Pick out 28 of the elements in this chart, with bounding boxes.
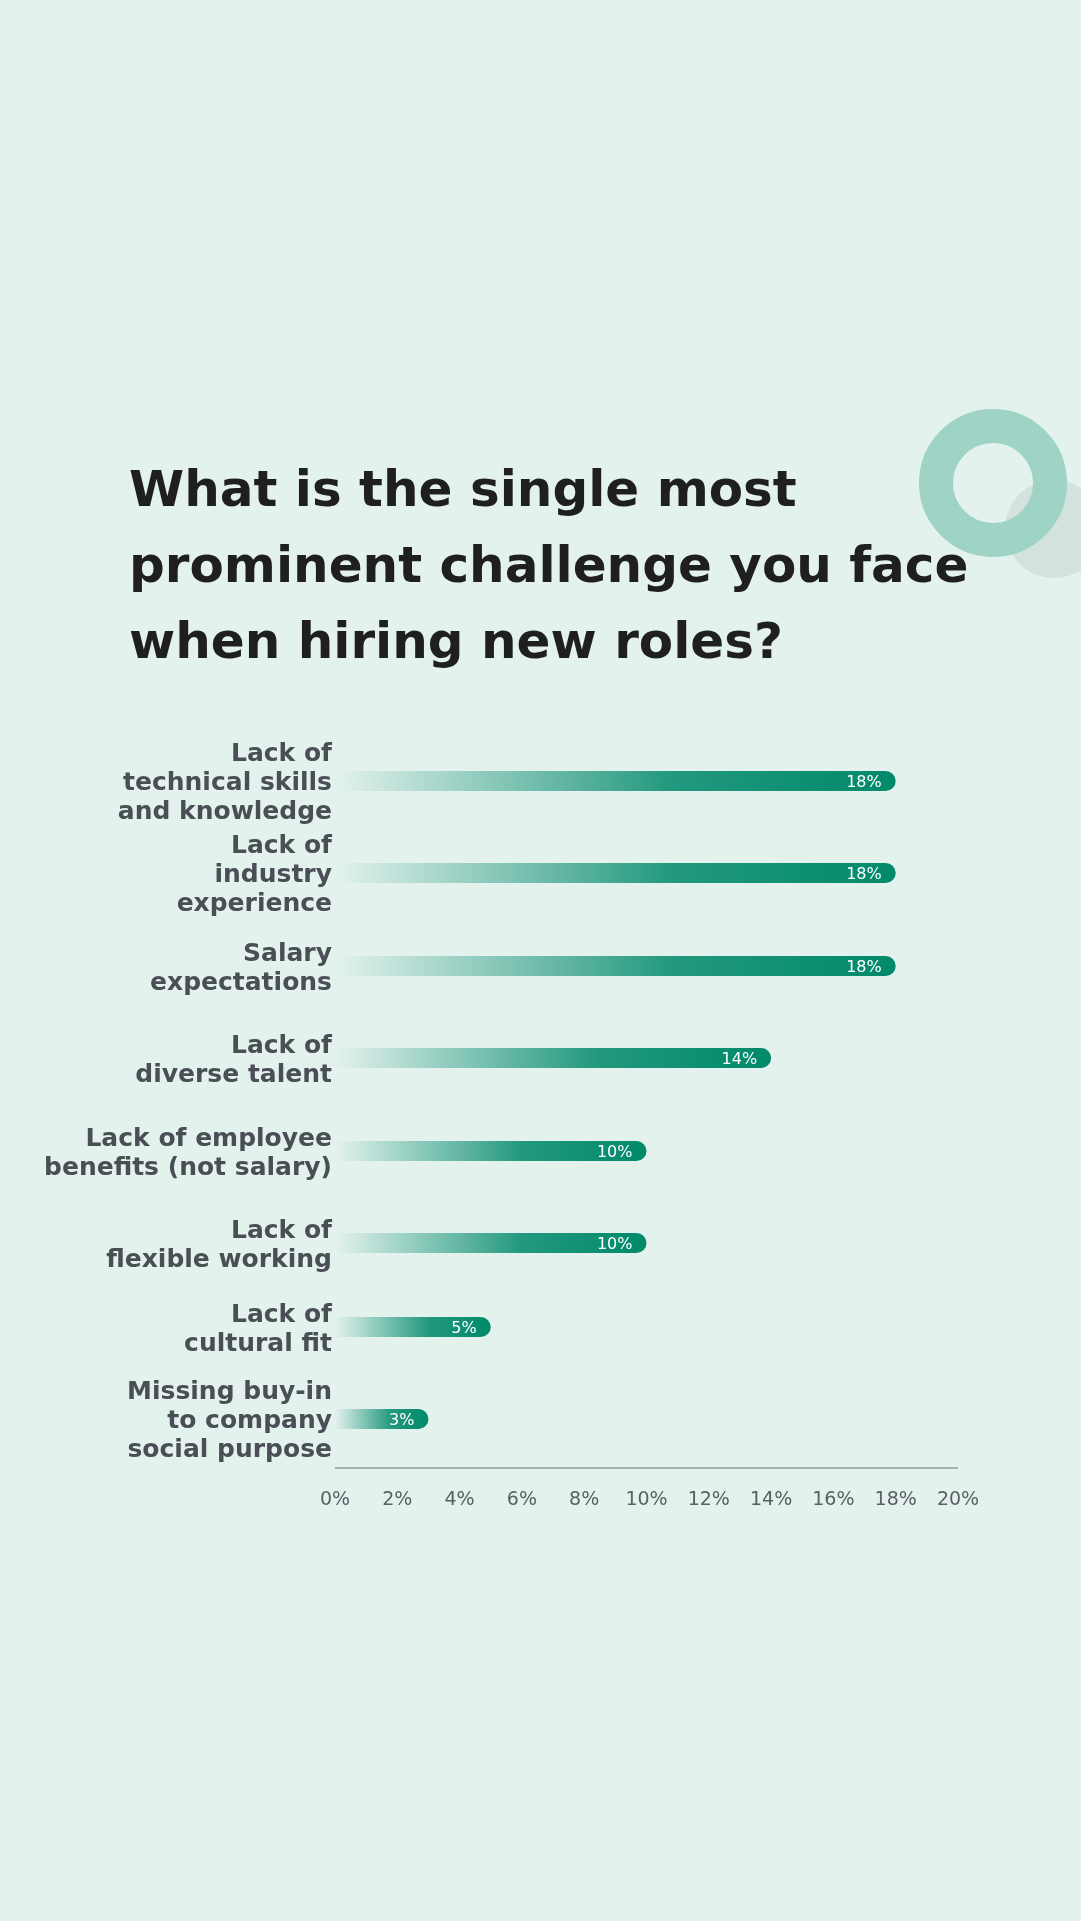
x-tick-label: 10% — [625, 1487, 668, 1509]
data-label: 5% — [451, 1318, 477, 1337]
y-tick-label: Lack of flexible working — [106, 1214, 334, 1273]
x-tick-label: 8% — [569, 1487, 600, 1509]
x-tick-label: 0% — [319, 1487, 351, 1509]
data-label: 10% — [596, 1142, 633, 1161]
data-label: 14% — [721, 1049, 758, 1068]
y-tick-label: Lack of technical skills and knowledge — [117, 738, 334, 825]
data-label: 18% — [846, 864, 882, 883]
x-tick-label: 12% — [687, 1487, 730, 1509]
x-tick-label: 2% — [382, 1487, 413, 1509]
x-tick-label: 16% — [812, 1487, 855, 1509]
y-tick-label: Missing buy-in to company social purpose — [127, 1376, 332, 1463]
y-tick-label: Lack of cultural fit — [184, 1298, 334, 1357]
y-tick-label: Lack of industry experience — [176, 830, 334, 917]
x-tick-label: 6% — [506, 1487, 537, 1509]
x-tick-label: 20% — [936, 1487, 980, 1509]
data-label: 18% — [846, 957, 882, 976]
data-label: 10% — [596, 1234, 633, 1253]
chart-title: What is the single most prominent challenge you face when hiring new roles? — [129, 460, 969, 670]
x-tick-label: 4% — [444, 1487, 475, 1509]
x-tick-label: 14% — [749, 1487, 793, 1509]
y-tick-label: Lack of diverse talent — [135, 1029, 334, 1088]
data-label: 3% — [389, 1410, 415, 1429]
data-label: 18% — [846, 772, 882, 791]
y-tick-label: Salary expectations — [150, 937, 332, 996]
x-tick-label: 18% — [874, 1487, 917, 1509]
y-tick-label: Lack of employee benefits (not salary) — [44, 1122, 332, 1181]
